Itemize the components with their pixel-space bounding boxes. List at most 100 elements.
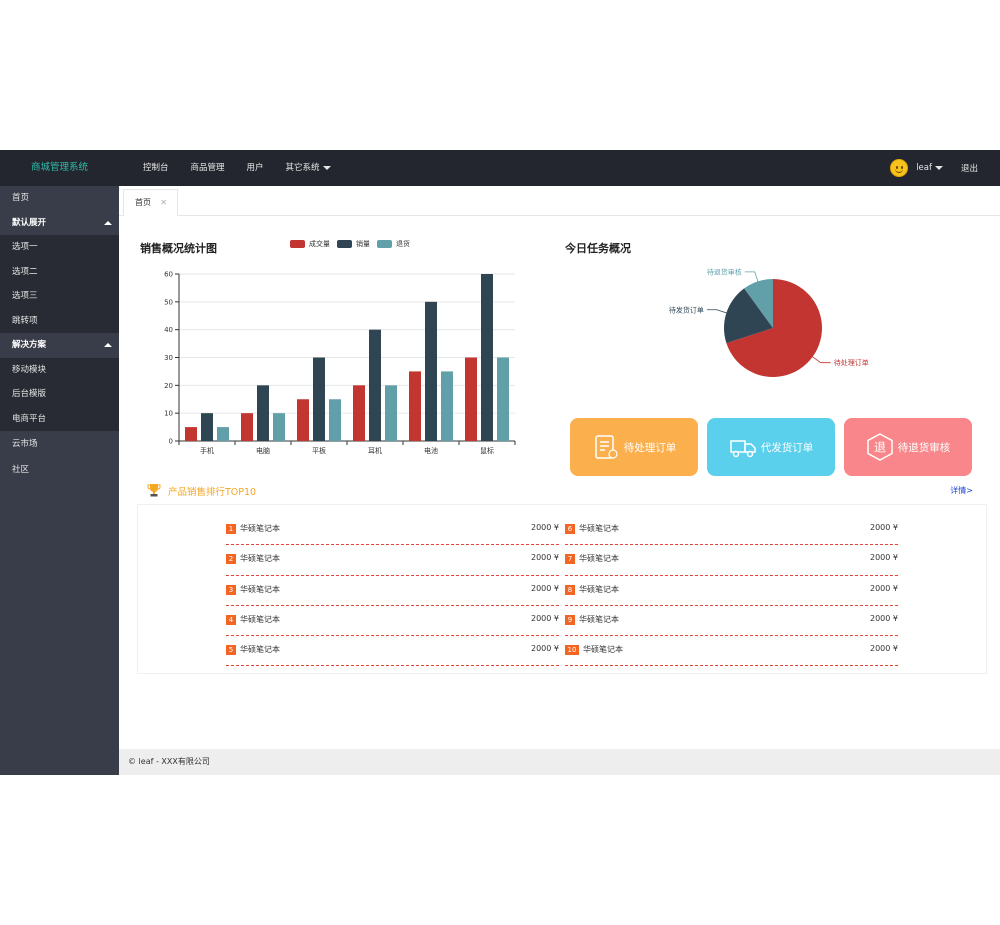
return-review-card[interactable]: 退 待退货审核: [844, 418, 972, 476]
pie-slice[interactable]: [726, 279, 822, 377]
rank-badge: 8: [565, 584, 575, 595]
product-name: 华硕笔记本: [579, 584, 619, 594]
sidebar-item-community[interactable]: 社区: [12, 465, 30, 475]
sidebar-item-option3[interactable]: 选项三: [12, 291, 38, 301]
chevron-up-icon: [104, 343, 112, 347]
rank-badge: 6: [565, 524, 575, 534]
pie-slice[interactable]: [724, 288, 773, 344]
chevron-up-icon: [104, 220, 112, 225]
list-item[interactable]: 3 华硕笔记本 2000 ¥: [226, 576, 559, 606]
list-item[interactable]: 7 华硕笔记本 2000 ¥: [565, 545, 898, 576]
product-name: 华硕笔记本: [579, 554, 619, 564]
sidebar-item-ecommerce[interactable]: 电商平台: [12, 413, 47, 424]
app-title[interactable]: 商城管理系统: [30, 162, 88, 173]
nav-other-systems[interactable]: 其它系统: [275, 150, 342, 186]
rank-badge: 9: [565, 614, 575, 625]
card-label: 代发货订单: [760, 441, 814, 454]
sidebar-item-home[interactable]: 首页: [12, 193, 30, 203]
user-area: leaf 退出: [890, 150, 978, 186]
bar[interactable]: [297, 399, 309, 441]
sidebar: 首页 默认展开 选项一 选项二 选项三 跳转项 解决方案 移动模块 后台模版 电…: [0, 186, 119, 775]
chevron-down-icon: [322, 165, 331, 170]
bar[interactable]: [425, 301, 437, 441]
list-item[interactable]: 8 华硕笔记本 2000 ¥: [565, 576, 898, 606]
list-item[interactable]: 6 华硕笔记本 2000 ¥: [565, 515, 898, 546]
sidebar-item-jump[interactable]: 跳转项: [12, 315, 38, 326]
list-doc-icon: [592, 433, 620, 461]
nav-dashboard[interactable]: 控制台: [143, 163, 169, 173]
rank-badge: 2: [226, 554, 236, 565]
y-tick-label: 10: [164, 410, 173, 418]
bar[interactable]: [257, 385, 269, 441]
sidebar-item-option1[interactable]: 选项一: [12, 242, 38, 252]
bar[interactable]: [241, 413, 253, 441]
bar[interactable]: [353, 385, 365, 441]
nav-other-systems-label: 其它系统: [285, 163, 320, 173]
bar[interactable]: [481, 274, 493, 441]
y-tick-label: 20: [164, 382, 173, 390]
legend-item[interactable]: 销量: [337, 239, 370, 249]
list-item[interactable]: 4 华硕笔记本 2000 ¥: [226, 606, 559, 637]
product-name: 华硕笔记本: [240, 645, 280, 655]
bar[interactable]: [313, 357, 325, 442]
bar[interactable]: [441, 371, 453, 441]
bar[interactable]: [497, 357, 509, 442]
to-ship-orders-card[interactable]: 代发货订单: [707, 418, 835, 476]
footer: © leaf - XXX有限公司: [119, 749, 1000, 775]
legend-item[interactable]: 成交量: [290, 239, 330, 249]
list-item[interactable]: 10 华硕笔记本 2000 ¥: [565, 636, 898, 667]
product-price: 2000 ¥: [870, 583, 898, 593]
top10-details-link[interactable]: 详情>: [950, 486, 973, 495]
rank-badge: 4: [226, 614, 236, 625]
bar[interactable]: [217, 427, 229, 441]
sidebar-item-mobile[interactable]: 移动模块: [12, 364, 47, 375]
bar[interactable]: [273, 413, 285, 441]
x-tick-label: 耳机: [368, 446, 382, 455]
top-header: 商城管理系统 控制台 商品管理 用户 其它系统 leaf 退出: [0, 150, 1000, 186]
nav-users[interactable]: 用户: [246, 163, 264, 173]
legend-item[interactable]: 退货: [377, 239, 410, 249]
main-content: 销售概况统计图 成交量 销量 退货 0 10 20 30 40 50 60 手机 电脑 平板 耳机 电…: [119, 216, 1000, 749]
product-price: 2000 ¥: [531, 553, 559, 563]
avatar-eye-left: [896, 166, 899, 169]
rank-badge: 10: [565, 645, 579, 656]
sidebar-item-option2[interactable]: 选项二: [12, 266, 38, 277]
bar[interactable]: [201, 413, 213, 441]
logout-link[interactable]: 退出: [960, 164, 978, 174]
list-item[interactable]: 5 华硕笔记本 2000 ¥: [226, 636, 559, 667]
bar[interactable]: [465, 357, 477, 442]
bar[interactable]: [369, 329, 381, 441]
bar[interactable]: [185, 427, 197, 441]
rank-badge: 1: [226, 524, 236, 534]
sidebar-group-label: 默认展开: [12, 217, 47, 228]
sidebar-group-label: 解决方案: [12, 340, 47, 350]
list-item[interactable]: 1 华硕笔记本 2000 ¥: [226, 515, 559, 546]
y-tick-label: 40: [164, 326, 173, 334]
pie-slice[interactable]: [744, 279, 773, 328]
rank-list-left: 1 华硕笔记本 2000 ¥ 2 华硕笔记本 2000 ¥ 3 华硕笔记本 2000 ¥ 4…: [226, 515, 559, 667]
nav-products[interactable]: 商品管理: [190, 163, 225, 173]
sidebar-group-default[interactable]: 默认展开: [0, 211, 119, 236]
product-name: 华硕笔记本: [579, 614, 619, 624]
list-item[interactable]: 2 华硕笔记本 2000 ¥: [226, 545, 559, 576]
sidebar-item-market[interactable]: 云市场: [12, 439, 38, 449]
legend-swatch: [290, 240, 305, 248]
user-menu[interactable]: leaf: [916, 163, 943, 173]
pending-orders-card[interactable]: 待处理订单: [570, 418, 698, 476]
bar[interactable]: [409, 371, 421, 441]
sidebar-group-solutions[interactable]: 解决方案: [0, 333, 119, 358]
avatar[interactable]: [890, 159, 909, 177]
pie-label-line: [706, 309, 727, 314]
close-icon[interactable]: ✕: [160, 198, 167, 207]
task-overview-title: 今日任务概况: [565, 242, 631, 255]
return-icon: 退: [866, 433, 894, 461]
x-tick-label: 电池: [424, 446, 438, 455]
bar[interactable]: [385, 385, 397, 441]
product-name: 华硕笔记本: [583, 645, 623, 655]
tab-home[interactable]: 首页 ✕: [123, 189, 178, 216]
bar[interactable]: [329, 399, 341, 441]
sidebar-item-admin-template[interactable]: 后台模版: [12, 389, 47, 399]
product-price: 2000 ¥: [870, 644, 898, 654]
list-item[interactable]: 9 华硕笔记本 2000 ¥: [565, 606, 898, 637]
product-price: 2000 ¥: [531, 583, 559, 593]
